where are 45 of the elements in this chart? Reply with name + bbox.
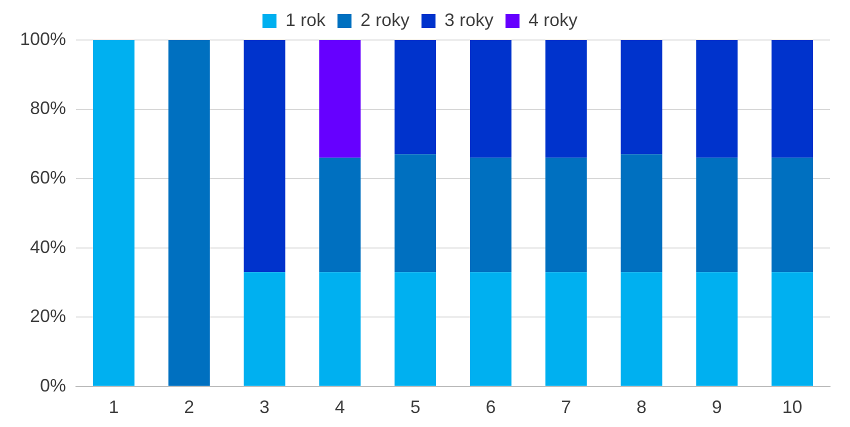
y-tick-label: 0% — [40, 375, 66, 396]
bar — [772, 40, 814, 158]
y-tick-label: 60% — [30, 168, 66, 188]
bar — [545, 40, 587, 158]
legend-label: 4 roky — [528, 10, 578, 30]
bar — [620, 272, 662, 386]
x-tick-label: 9 — [712, 397, 722, 418]
x-tick-label: 7 — [561, 397, 572, 418]
y-tick-label: 80% — [30, 98, 66, 118]
bar — [470, 40, 512, 158]
bar — [394, 40, 436, 154]
bar — [772, 272, 814, 386]
bar — [244, 272, 286, 386]
bar — [319, 272, 361, 386]
bar — [394, 272, 436, 386]
x-tick-label: 1 — [108, 397, 119, 418]
x-tick-label: 8 — [636, 397, 647, 418]
y-tick-label: 100% — [20, 28, 66, 49]
x-tick-label: 10 — [782, 397, 802, 418]
bar — [545, 272, 587, 386]
x-tick-label: 2 — [184, 397, 194, 418]
bar — [168, 40, 210, 386]
bar — [470, 272, 512, 386]
legend-label: 3 roky — [444, 10, 494, 30]
y-tick-label: 20% — [30, 306, 66, 326]
bar — [772, 158, 814, 272]
bar — [545, 158, 587, 272]
bar — [470, 158, 512, 272]
legend-label: 1 rok — [285, 10, 326, 30]
legend-label: 2 roky — [360, 10, 410, 30]
bar — [620, 154, 662, 272]
x-tick-label: 4 — [334, 397, 345, 418]
bar — [93, 40, 134, 386]
bar — [696, 158, 738, 272]
x-tick-label: 6 — [486, 397, 496, 418]
bar — [319, 158, 361, 272]
bar — [319, 40, 361, 158]
bar — [696, 40, 738, 158]
bar — [696, 272, 738, 386]
bar — [620, 40, 662, 154]
x-tick-label: 5 — [410, 397, 420, 418]
bar — [244, 40, 286, 272]
y-tick-label: 40% — [30, 236, 66, 257]
bar — [394, 154, 436, 272]
x-tick-label: 3 — [260, 397, 270, 418]
